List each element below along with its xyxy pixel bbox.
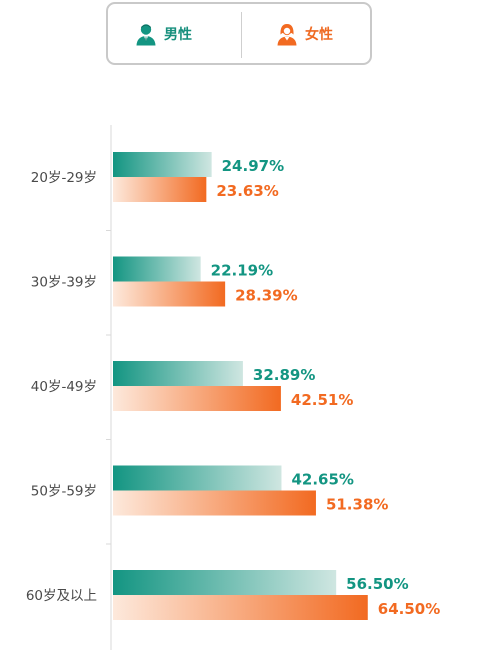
value-label-male: 32.89% [253,366,315,384]
bar-female [113,595,368,620]
legend-item-male: 男性 [134,4,192,63]
value-label-male: 22.19% [211,262,273,280]
bar-female [113,177,207,202]
category-label: 30岁-39岁 [31,275,97,291]
value-label-female: 51.38% [326,496,388,514]
male-person-icon [136,23,156,45]
legend: 男性 女性 [106,2,372,65]
bar-male [113,256,201,282]
legend-item-female: 女性 [275,4,333,63]
value-label-male: 24.97% [222,157,284,175]
bar-female [113,386,281,411]
category-label: 50岁-59岁 [31,484,97,500]
value-label-female: 23.63% [216,182,278,200]
bar-female [113,281,226,307]
category-label: 40岁-49岁 [31,379,97,395]
value-label-female: 64.50% [378,600,440,618]
legend-label-male: 男性 [164,26,192,43]
female-person-icon [277,23,297,45]
bar-male [113,361,243,386]
bar-male [113,570,337,595]
value-label-female: 28.39% [235,287,297,305]
legend-divider [241,12,242,58]
value-label-male: 56.50% [346,575,408,593]
value-label-male: 42.65% [291,471,353,489]
value-label-female: 42.51% [291,391,353,409]
chart-bars: 24.97% 23.63% 22.19% 28.39% 32.89% 42.51% 42.6… [113,152,440,620]
bar-male [113,465,282,491]
legend-label-female: 女性 [305,26,333,43]
bar-female [113,490,316,516]
category-label: 20岁-29岁 [31,170,97,186]
chart-axis: 20岁-29岁 30岁-39岁 40岁-49岁 50岁-59岁 60岁及以上 [26,125,112,650]
bar-male [113,152,212,177]
category-label: 60岁及以上 [26,588,97,604]
